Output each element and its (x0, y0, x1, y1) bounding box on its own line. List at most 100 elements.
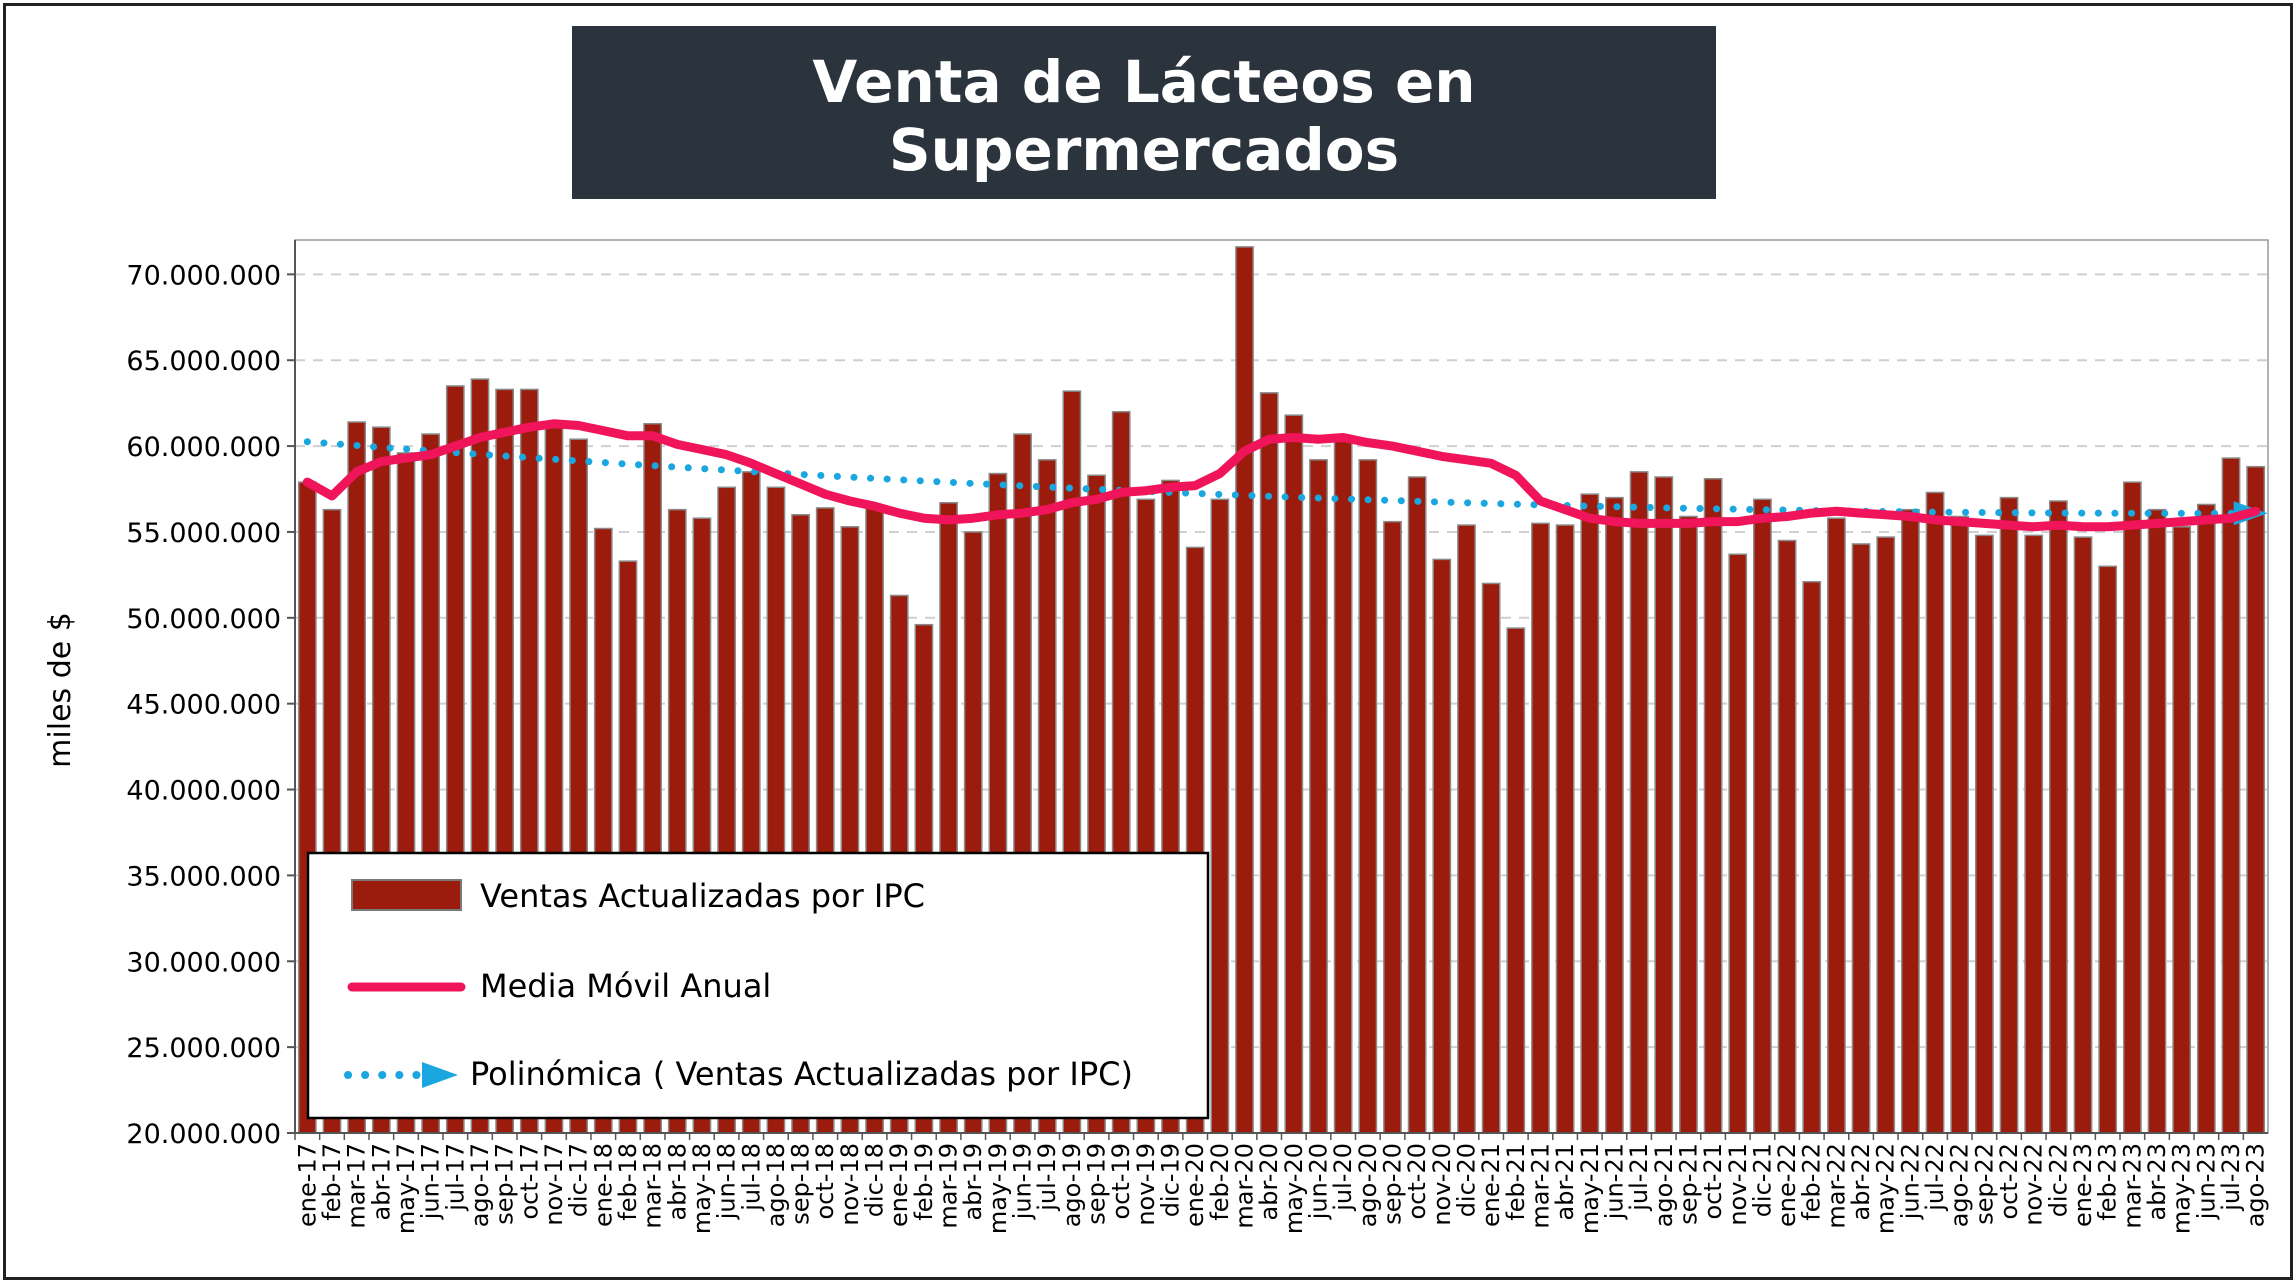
bar (1679, 515, 1698, 1134)
x-tick-label: may-22 (1872, 1143, 1900, 1234)
bar (1777, 539, 1797, 1134)
x-tick-label: dic-21 (1748, 1143, 1776, 1217)
x-tick-label: ago-22 (1946, 1143, 1974, 1227)
x-tick-label: sep-20 (1378, 1143, 1406, 1225)
x-tick-label: ago-20 (1354, 1143, 1382, 1227)
legend: Ventas Actualizadas por IPC Media Móvil … (306, 851, 1210, 1120)
line-series (302, 419, 2268, 532)
x-tick-label: dic-20 (1452, 1143, 1480, 1217)
y-tick-label: 25.000.000 (126, 1033, 281, 1064)
bar (1407, 476, 1427, 1134)
x-tick-label: sep-19 (1083, 1143, 1111, 1225)
x-tick-label: jul-17 (441, 1143, 469, 1212)
x-tick-label: abr-22 (1847, 1143, 1875, 1220)
x-tick-label: dic-17 (565, 1143, 593, 1217)
bar (1605, 496, 1624, 1134)
bar (1235, 246, 1254, 1134)
x-tick-label: may-17 (392, 1143, 420, 1234)
x-tick-label: mar-17 (343, 1143, 371, 1229)
x-tick-label: jun-21 (1600, 1143, 1628, 1220)
y-tick-label: 20.000.000 (126, 1119, 281, 1150)
legend-label-bars: Ventas Actualizadas por IPC (480, 877, 925, 915)
y-tick-label: 60.000.000 (126, 432, 281, 463)
x-tick-label: abr-18 (663, 1143, 691, 1220)
x-tick-label: feb-22 (1798, 1143, 1826, 1221)
bar (1827, 517, 1846, 1134)
x-tick-label: jul-18 (737, 1143, 765, 1212)
x-tick-label: ago-18 (762, 1143, 790, 1227)
x-tick-label: may-18 (688, 1143, 716, 1234)
x-tick-label: feb-19 (910, 1143, 938, 1221)
x-tick-label: jun-23 (2192, 1143, 2220, 1220)
x-tick-label: abr-20 (1255, 1143, 1283, 1220)
y-tick-label: 70.000.000 (126, 260, 281, 291)
x-tick-label: ago-19 (1058, 1143, 1086, 1227)
bar (2172, 526, 2192, 1134)
x-tick-label: ene-23 (2069, 1143, 2097, 1227)
x-tick-label: ago-23 (2242, 1143, 2270, 1227)
bar (2048, 500, 2068, 1134)
bar (1925, 491, 1945, 1134)
bar (2098, 565, 2118, 1134)
y-axis-label: miles de $ (43, 612, 78, 768)
x-tick-label: oct-21 (1699, 1143, 1727, 1220)
chart-title: Venta de Lácteos en Supermercados (812, 48, 1476, 184)
bar (1432, 558, 1452, 1134)
x-tick-label: dic-19 (1157, 1143, 1185, 1217)
x-tick-label: may-23 (2168, 1143, 2196, 1234)
x-tick-label: jul-19 (1033, 1143, 1061, 1212)
bar (1580, 493, 1600, 1134)
x-tick-label: ene-20 (1181, 1143, 1209, 1227)
x-tick-label: oct-22 (1995, 1143, 2023, 1220)
bar (1703, 477, 1723, 1134)
x-tick-label: sep-18 (787, 1143, 815, 1225)
bar (2221, 457, 2241, 1134)
x-tick-label: nov-19 (1132, 1143, 1160, 1226)
x-tick-label: ene-18 (589, 1143, 617, 1227)
x-tick-label: oct-20 (1403, 1143, 1431, 1220)
x-tick-label: mar-18 (639, 1143, 667, 1229)
bar (1654, 476, 1674, 1134)
x-tick-label: ene-22 (1773, 1143, 1801, 1227)
x-tick-label: jul-21 (1625, 1143, 1653, 1212)
x-tick-label: nov-21 (1724, 1143, 1752, 1226)
x-tick-label: oct-18 (811, 1143, 839, 1220)
x-tick-label: nov-20 (1428, 1143, 1456, 1226)
x-tick-label: oct-19 (1107, 1143, 1135, 1220)
x-tick-label: mar-20 (1231, 1143, 1259, 1229)
bar (1629, 471, 1649, 1134)
x-tick-label: mar-23 (2118, 1143, 2146, 1229)
x-tick-label: nov-18 (836, 1143, 864, 1226)
bar (1358, 459, 1378, 1134)
x-tick-label: feb-23 (2094, 1143, 2122, 1221)
bar (2073, 536, 2093, 1134)
x-tick-label: ago-17 (466, 1143, 494, 1227)
x-tick-label: nov-22 (2020, 1143, 2048, 1226)
y-tick-label: 55.000.000 (126, 518, 281, 549)
bar (1999, 496, 2019, 1134)
x-tick-label: may-19 (984, 1143, 1012, 1234)
x-tick-label: feb-17 (318, 1143, 346, 1221)
x-tick-label: jul-22 (1921, 1143, 1949, 1212)
y-tick-label: 50.000.000 (126, 604, 281, 635)
bar (1753, 498, 1772, 1134)
x-tick-label: abr-23 (2143, 1143, 2171, 1220)
x-tick-label: jul-20 (1329, 1143, 1357, 1212)
moving-average-line (302, 419, 2261, 532)
x-tick-label: feb-20 (1206, 1143, 1234, 1221)
legend-label-trend: Polinómica ( Ventas Actualizadas por IPC… (470, 1055, 1133, 1093)
x-axis: ene-17feb-17mar-17abr-17may-17jun-17jul-… (293, 1132, 2270, 1234)
x-tick-label: jun-20 (1304, 1143, 1332, 1220)
x-tick-label: abr-17 (367, 1143, 395, 1220)
x-tick-label: may-21 (1576, 1143, 1604, 1234)
bar (1728, 553, 1748, 1134)
y-tick-label: 65.000.000 (126, 346, 281, 377)
bar (1950, 515, 1970, 1134)
x-tick-label: dic-22 (2044, 1143, 2072, 1217)
x-tick-label: sep-17 (491, 1143, 519, 1225)
title-box: Venta de Lácteos en Supermercados - mont… (572, 26, 1716, 250)
x-tick-label: abr-19 (959, 1143, 987, 1220)
x-tick-label: nov-17 (540, 1143, 568, 1226)
y-tick-label: 30.000.000 (126, 947, 281, 978)
y-axis: 20.000.000 25.000.000 30.000.000 35.000.000… (126, 240, 296, 1150)
